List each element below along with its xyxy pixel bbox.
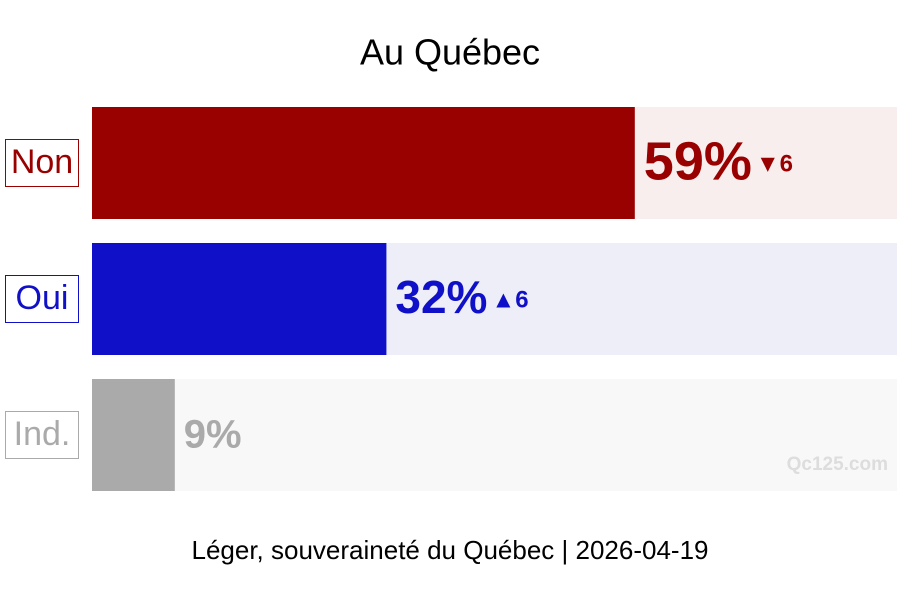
bar-background	[92, 379, 897, 491]
bar	[92, 379, 175, 491]
category-label: Oui	[16, 279, 69, 317]
change-label: ▲6	[491, 286, 528, 313]
bar	[92, 243, 387, 355]
chart-title: Au Québec	[360, 32, 540, 73]
watermark: Qc125.com	[787, 454, 888, 475]
caption: Léger, souveraineté du Québec | 2026-04-…	[191, 535, 708, 565]
value-label: 59%	[644, 131, 752, 191]
category-box	[5, 139, 79, 187]
change-label: ▼6	[756, 150, 793, 177]
category-label: Non	[11, 143, 73, 181]
category-box	[5, 275, 79, 323]
bar	[92, 107, 635, 219]
category-box	[5, 411, 79, 459]
value-label: 32%	[395, 271, 487, 323]
value-label: 9%	[184, 413, 242, 457]
category-label: Ind.	[14, 415, 71, 453]
